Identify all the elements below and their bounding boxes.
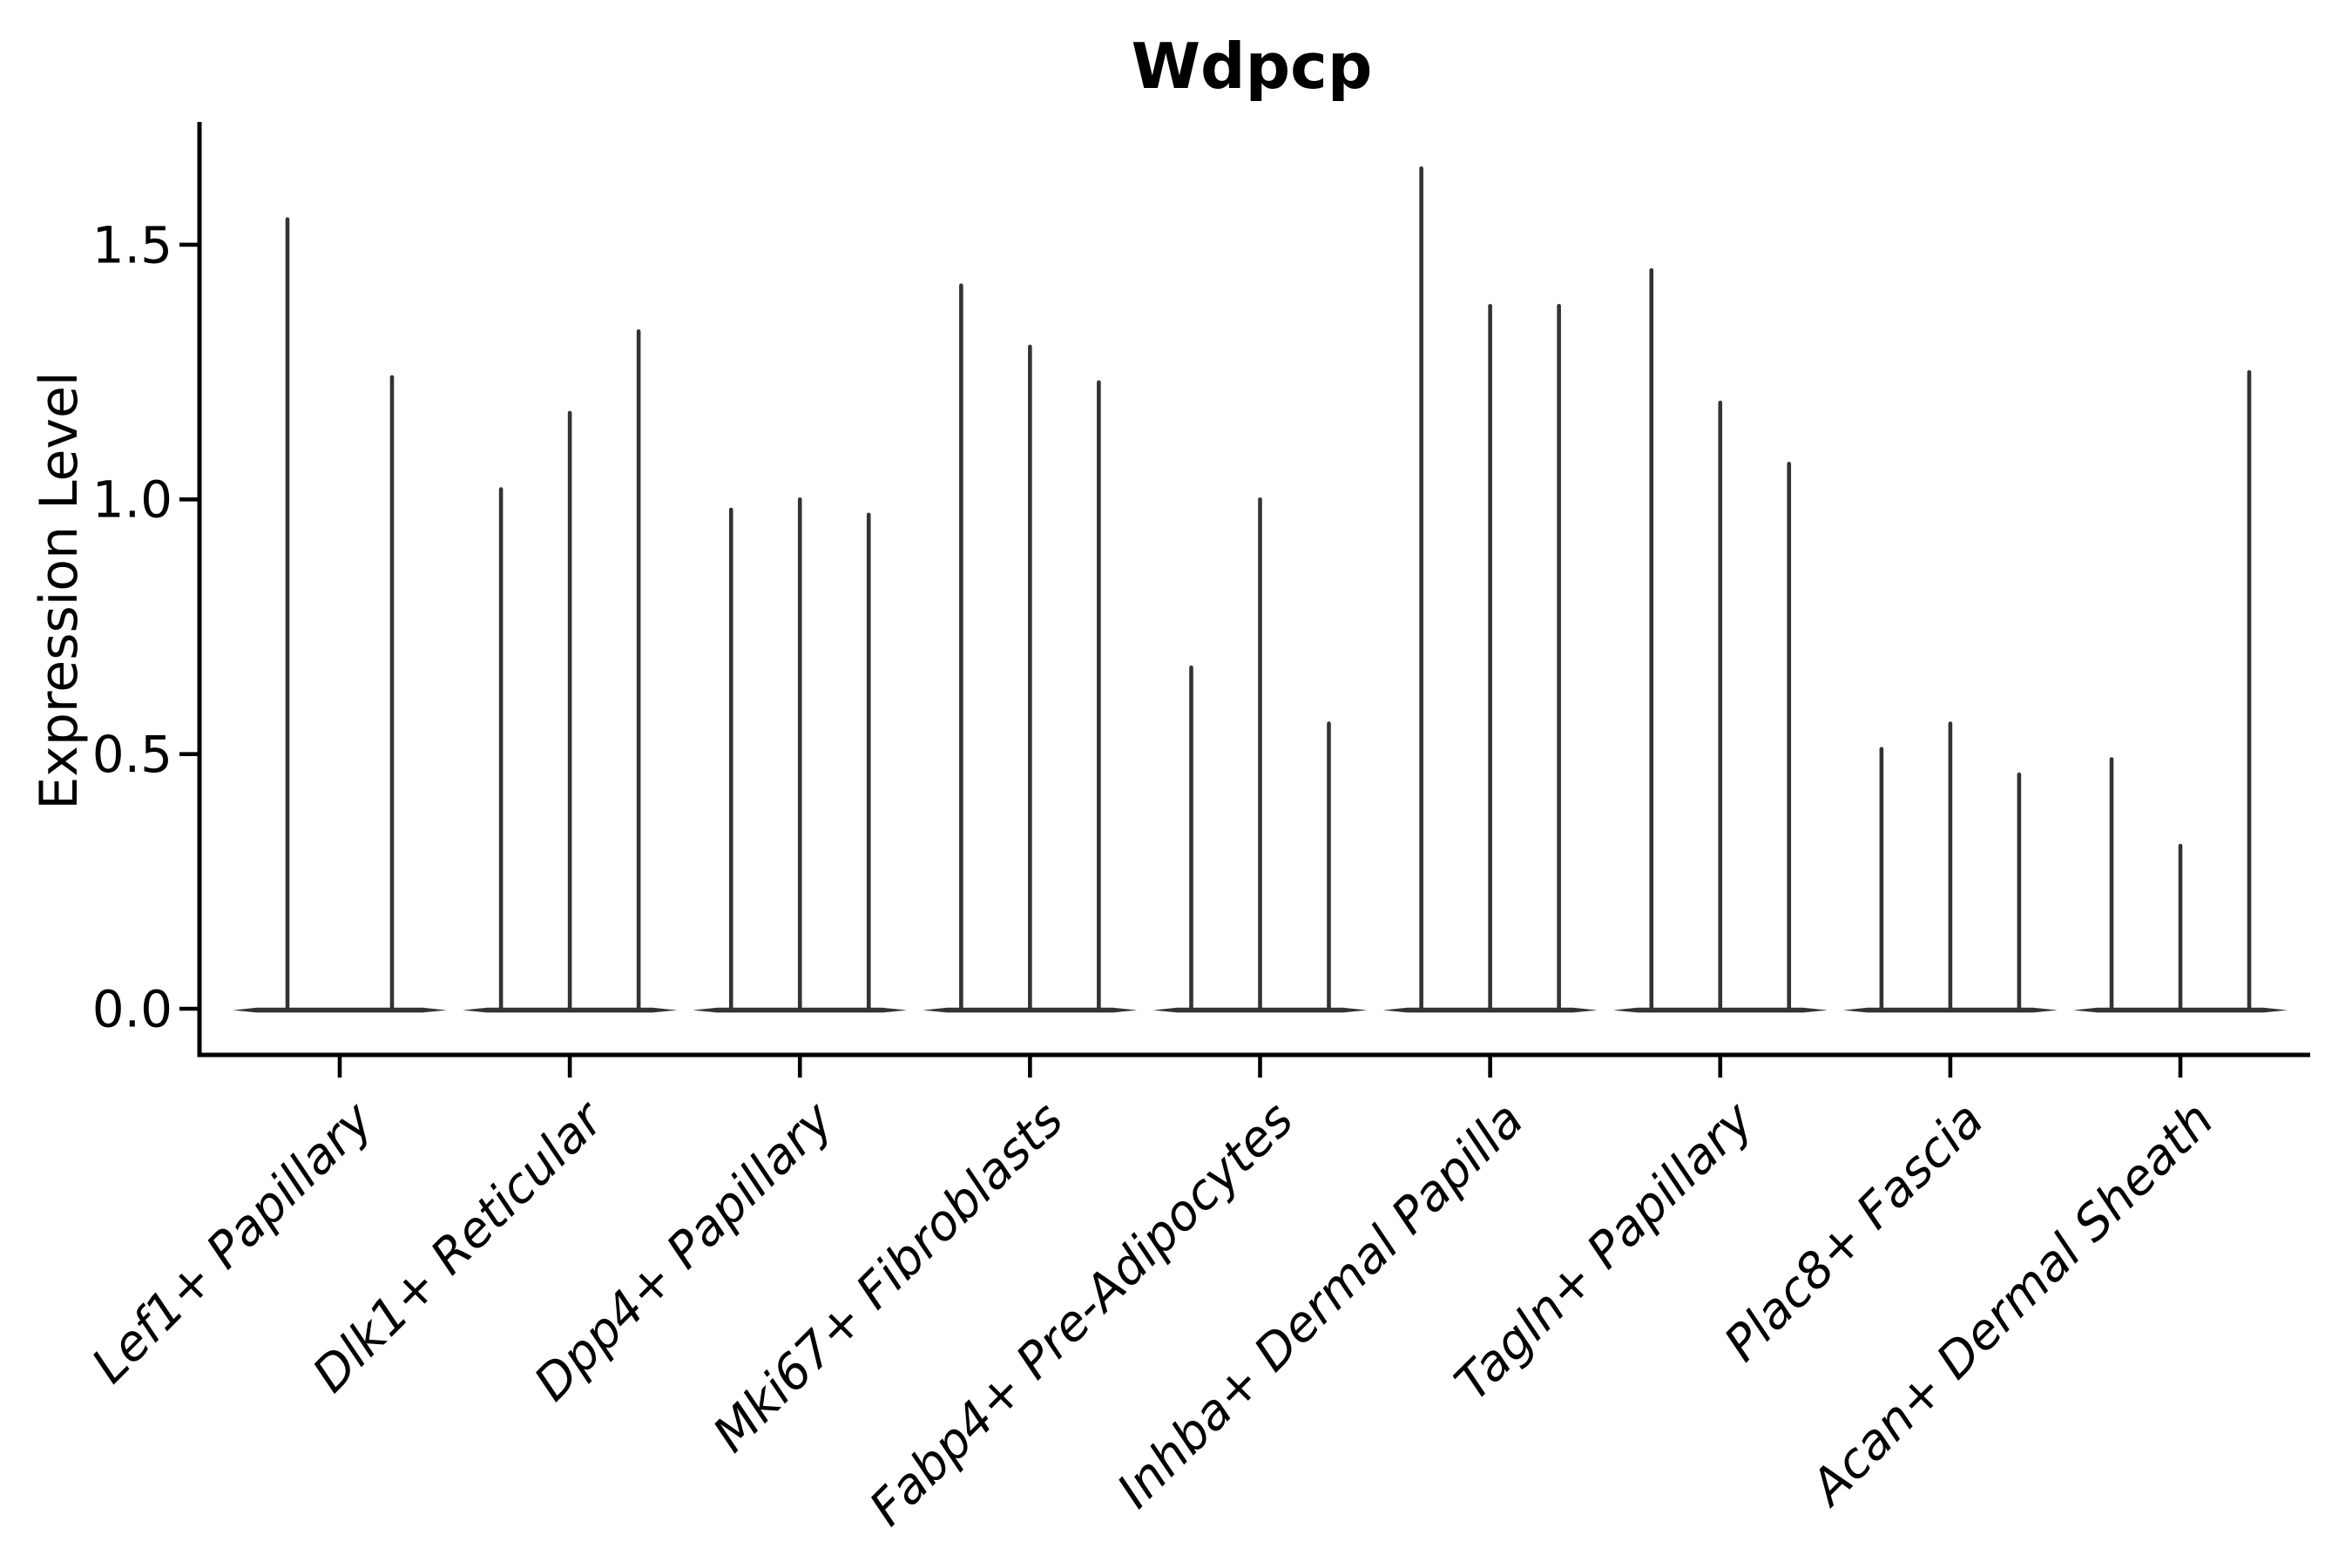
violin-category [1382, 166, 1598, 1013]
violin-category [1842, 721, 2058, 1013]
violin-category [693, 497, 908, 1013]
violin-base [233, 1007, 447, 1013]
violins-group [233, 166, 2288, 1013]
y-tick-label: 0.0 [92, 979, 172, 1038]
violin-category [923, 283, 1138, 1013]
x-tick-label: Fabp4+ Pre-Adipocytes [859, 1092, 1304, 1537]
violin-category [463, 329, 678, 1013]
y-tick-label: 1.5 [92, 215, 172, 274]
y-tick-label: 1.0 [92, 470, 172, 530]
x-tick-label: Acan+ Dermal Sheath [1799, 1092, 2225, 1517]
x-tick-label: Inhba+ Dermal Papilla [1106, 1092, 1534, 1519]
y-tick-label: 0.5 [92, 725, 172, 784]
violin-category [1152, 497, 1368, 1013]
plot-title: Wdpcp [1132, 30, 1373, 103]
violin-category [1612, 267, 1828, 1013]
y-axis-label: Expression Level [29, 371, 90, 809]
violin-category [2073, 369, 2288, 1013]
violin-category [233, 217, 447, 1013]
y-ticks-group: 0.0 0.5 1.0 1.5 [92, 215, 199, 1038]
